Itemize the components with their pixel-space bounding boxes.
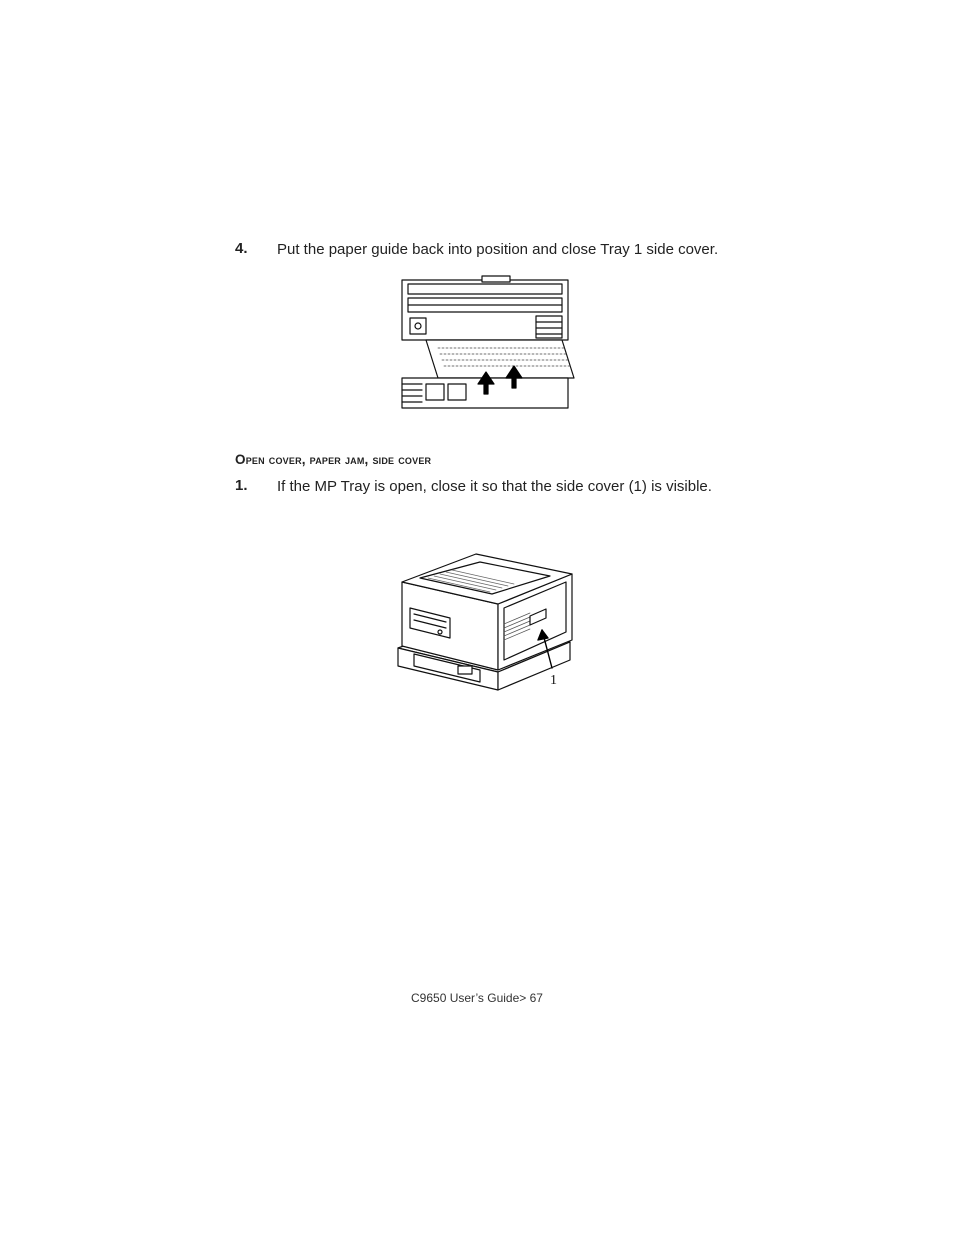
printer-side-cover-illustration	[386, 274, 584, 424]
step-number: 1.	[235, 477, 277, 494]
printer-isometric-illustration: 1	[380, 512, 590, 700]
document-page: 4. Put the paper guide back into positio…	[0, 0, 954, 1235]
page-footer: C9650 User’s Guide> 67	[0, 991, 954, 1005]
step-text: Put the paper guide back into position a…	[277, 240, 734, 260]
step-4: 4. Put the paper guide back into positio…	[235, 240, 734, 260]
section-heading: Open cover, paper jam, side cover	[235, 452, 734, 467]
callout-label: 1	[550, 673, 557, 688]
figure-printer-isometric: 1	[235, 512, 734, 700]
step-number: 4.	[235, 240, 277, 257]
step-1: 1. If the MP Tray is open, close it so t…	[235, 477, 734, 497]
step-text: If the MP Tray is open, close it so that…	[277, 477, 734, 497]
figure-tray-side-cover	[235, 274, 734, 424]
